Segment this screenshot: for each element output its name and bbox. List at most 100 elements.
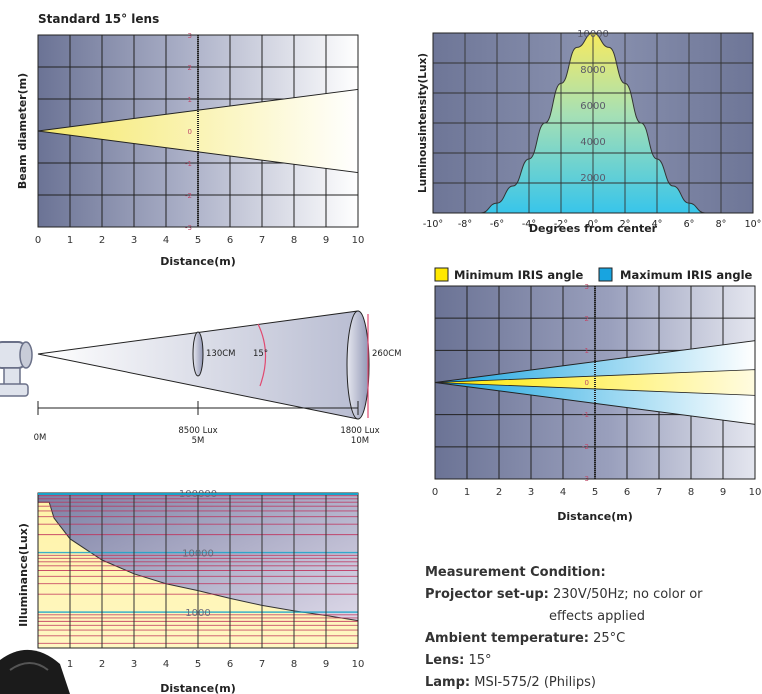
x-tick-label: 6	[624, 487, 630, 498]
x-tick-label: 0	[432, 487, 438, 498]
x-tick-label: 1	[464, 487, 470, 498]
beam-chart-title: Standard 15° lens	[38, 12, 159, 26]
dist-5m-label: 5M	[192, 436, 205, 446]
x-tick-label: 1	[67, 659, 73, 670]
y-tick-label: 2	[188, 64, 192, 72]
x-tick-label: 0°	[588, 219, 599, 230]
legend-label-min: Minimum IRIS angle	[454, 268, 583, 282]
intensity-chart-x-ticks: -10° -8° -6° -4° -2° 0° 2° 4° 6° 8° 10°	[423, 219, 762, 230]
x-tick-label: 4	[163, 659, 169, 670]
y-tick-label: 2	[585, 315, 589, 323]
projector-icon	[0, 341, 33, 397]
beam-chart-xlabel: Distance(m)	[160, 255, 235, 268]
x-tick-label: 7	[259, 235, 265, 246]
x-tick-label: 3	[528, 487, 534, 498]
x-tick-label: 3	[131, 235, 137, 246]
x-tick-label: 4	[560, 487, 566, 498]
illuminance-chart-xlabel: Distance(m)	[160, 682, 235, 694]
luminous-intensity-chart: 2000 4000 6000 8000 10000 -10° -8° -6° -4° -2° 0°…	[417, 29, 762, 235]
lux-10m-label: 1800 Lux	[340, 426, 379, 436]
x-tick-label: 6	[227, 235, 233, 246]
x-tick-label: -10°	[423, 219, 443, 230]
cone-section-5m	[192, 331, 204, 377]
cone-section-10m	[346, 310, 370, 420]
iris-chart-x-ticks: 0 1 2 3 4 5 6 7 8 9 10	[432, 487, 762, 498]
fixture-photo-fragment	[0, 649, 70, 694]
x-tick-label: 7	[259, 659, 265, 670]
x-tick-label: -4°	[522, 219, 536, 230]
x-tick-label: 5	[195, 235, 201, 246]
angle-label: 15°	[253, 349, 268, 359]
beam-chart-y-ticks: 3 2 1 0 -1 -2 -3	[185, 32, 192, 232]
beam-chart-ylabel: Beam diameter(m)	[16, 73, 29, 189]
iris-angle-chart: Minimum IRIS angle Maximum IRIS angle 3 2…	[432, 267, 762, 523]
x-tick-label: 2	[496, 487, 502, 498]
y-tick-label: -1	[582, 411, 589, 419]
x-tick-label: 6°	[684, 219, 695, 230]
y-tick-label: 3	[585, 283, 589, 291]
illuminance-chart-vgrid	[69, 493, 327, 648]
y-tick-label: 1	[585, 347, 589, 355]
y-tick-label: 1000	[185, 608, 210, 619]
measurement-conditions: Measurement Condition: Projector set-up:…	[425, 562, 755, 694]
y-tick-label: -2	[185, 192, 192, 200]
x-tick-label: 9	[323, 235, 329, 246]
dist-10m-label: 10M	[351, 436, 369, 446]
x-tick-label: 2°	[620, 219, 631, 230]
x-tick-label: 8	[688, 487, 694, 498]
y-tick-label: 8000	[580, 65, 605, 76]
y-tick-label: 2000	[580, 173, 605, 184]
x-tick-label: 10	[352, 659, 365, 670]
x-tick-label: 9	[323, 659, 329, 670]
y-tick-label: 0	[585, 379, 589, 387]
x-tick-label: 4°	[652, 219, 663, 230]
lens-row: Lens: 15°	[425, 653, 492, 668]
x-tick-label: 4	[163, 235, 169, 246]
x-tick-label: 10	[749, 487, 762, 498]
intensity-chart-xlabel: Degrees from center	[529, 222, 658, 235]
x-tick-label: 6	[227, 659, 233, 670]
legend-swatch-max	[598, 267, 613, 282]
y-tick-label: 6000	[580, 101, 605, 112]
x-tick-label: 8	[291, 659, 297, 670]
y-tick-label: 4000	[580, 137, 605, 148]
y-tick-label: 1	[188, 96, 192, 104]
intensity-chart-ylabel: Luminousintensity(Lux)	[417, 53, 429, 193]
lamp-row: Lamp: MSI-575/2 (Philips)	[425, 675, 596, 690]
projector-setup-row: Projector set-up: 230V/50Hz; no color or	[425, 587, 703, 602]
diameter-5m-label: 130CM	[206, 349, 236, 359]
diameter-10m-label: 260CM	[372, 349, 402, 359]
conditions-heading: Measurement Condition:	[425, 565, 606, 580]
beam-chart-x-ticks: 0 1 2 3 4 5 6 7 8 9 10	[35, 235, 365, 246]
x-tick-label: -6°	[490, 219, 504, 230]
x-tick-label: 2	[99, 659, 105, 670]
projector-setup-row-2: effects applied	[549, 609, 646, 624]
lux-5m-label: 8500 Lux	[178, 426, 217, 436]
x-tick-label: 9	[720, 487, 726, 498]
x-tick-label: 10	[352, 235, 365, 246]
x-tick-label: 1	[67, 235, 73, 246]
beam-cone-diagram: 130CM 15° 260CM 0M 8500 Lux 5M 1800 Lux …	[0, 310, 402, 446]
x-tick-label: -8°	[458, 219, 472, 230]
x-tick-label: 8°	[716, 219, 727, 230]
dist-0m-label: 0M	[34, 433, 47, 443]
y-tick-label: -2	[582, 443, 589, 451]
x-tick-label: 8	[291, 235, 297, 246]
y-tick-label: 3	[188, 32, 192, 40]
iris-chart-xlabel: Distance(m)	[557, 510, 632, 523]
y-tick-label: -3	[185, 224, 192, 232]
x-tick-label: 3	[131, 659, 137, 670]
x-tick-label: -2°	[554, 219, 568, 230]
y-tick-label: 10000	[182, 549, 214, 560]
x-tick-label: 7	[656, 487, 662, 498]
x-tick-label: 0	[35, 235, 41, 246]
x-tick-label: 5	[195, 659, 201, 670]
x-tick-label: 10°	[745, 219, 762, 230]
y-tick-label: 0	[188, 128, 192, 136]
intensity-chart-y-ticks: 2000 4000 6000 8000 10000	[577, 29, 609, 184]
x-tick-label: 5	[592, 487, 598, 498]
legend-label-max: Maximum IRIS angle	[620, 268, 753, 282]
